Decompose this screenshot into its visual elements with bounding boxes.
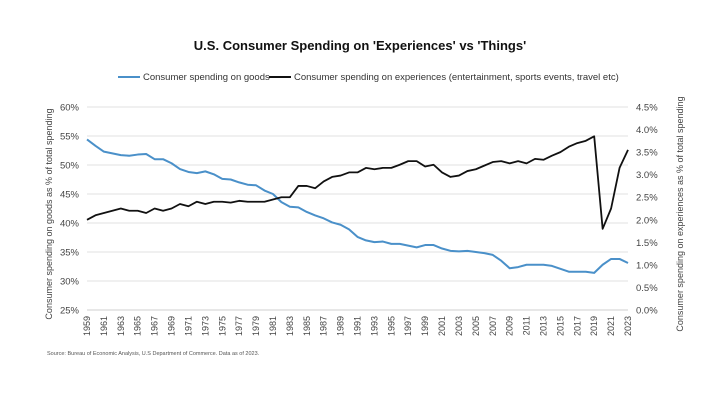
x-axis-ticks: 1959 1961 1963 1965 1967 1969 1971 1973 1975 1977… [82, 316, 633, 336]
x-tick-label: 1967 [150, 316, 160, 336]
x-tick-label: 2001 [437, 316, 447, 336]
right-axis-ticks: 0.0% 0.5% 1.0% 1.5% 2.0% 2.5% 3.0% 3.5% 4.0% 4.5% [636, 103, 658, 317]
x-tick-label: 1991 [353, 316, 363, 336]
left-axis-ticks: 25% 30% 35% 40% 45% 50% 55% 60% [60, 103, 80, 317]
source-note: Source: Bureau of Economic Analysis, U.S… [47, 351, 260, 357]
right-tick-label: 1.0% [636, 260, 658, 271]
right-tick-label: 0.0% [636, 306, 658, 317]
left-tick-label: 25% [60, 306, 80, 317]
x-tick-label: 1977 [234, 316, 244, 336]
x-tick-label: 1975 [217, 316, 227, 336]
y-axis-label-right: Consumer spending on experiences as % of… [675, 96, 685, 331]
left-tick-label: 45% [60, 190, 80, 201]
left-tick-label: 35% [60, 248, 80, 259]
right-tick-label: 3.0% [636, 170, 658, 181]
gridlines [87, 106, 628, 282]
left-tick-label: 60% [60, 103, 80, 114]
right-tick-label: 1.5% [636, 238, 658, 249]
legend: Consumer spending on goods Consumer spen… [118, 72, 619, 83]
x-tick-label: 2009 [505, 316, 515, 336]
legend-label-experiences: Consumer spending on experiences (entert… [294, 72, 619, 83]
x-tick-label: 1995 [386, 316, 396, 336]
series-line-experiences [86, 135, 629, 230]
left-tick-label: 55% [60, 132, 80, 143]
x-tick-label: 2017 [572, 316, 582, 336]
x-tick-label: 1963 [116, 316, 126, 336]
x-tick-label: 1999 [420, 316, 430, 336]
x-tick-label: 1985 [302, 316, 312, 336]
series-line-goods [86, 138, 629, 274]
x-tick-label: 2023 [623, 316, 633, 336]
left-tick-label: 40% [60, 219, 80, 230]
x-tick-label: 1979 [251, 316, 261, 336]
right-tick-label: 4.5% [636, 103, 658, 114]
x-tick-label: 1997 [403, 316, 413, 336]
x-tick-label: 1971 [183, 316, 193, 336]
x-tick-label: 1973 [200, 316, 210, 336]
x-tick-label: 1969 [167, 316, 177, 336]
x-tick-label: 2007 [488, 316, 498, 336]
y-axis-label-left: Consumer spending on goods as % of total… [44, 108, 54, 319]
series-layer [86, 135, 629, 274]
right-tick-label: 2.5% [636, 193, 658, 204]
right-tick-label: 0.5% [636, 283, 658, 294]
left-tick-label: 30% [60, 277, 80, 288]
x-tick-label: 1987 [319, 316, 329, 336]
left-tick-label: 50% [60, 161, 80, 172]
x-tick-label: 2021 [606, 316, 616, 336]
chart-title: U.S. Consumer Spending on 'Experiences' … [194, 38, 526, 53]
x-tick-label: 2003 [454, 316, 464, 336]
right-tick-label: 3.5% [636, 148, 658, 159]
legend-label-goods: Consumer spending on goods [143, 72, 270, 83]
x-tick-label: 1989 [336, 316, 346, 336]
x-tick-label: 1961 [99, 316, 109, 336]
x-tick-label: 2015 [555, 316, 565, 336]
x-tick-label: 2019 [589, 316, 599, 336]
x-tick-label: 1981 [268, 316, 278, 336]
x-tick-label: 2013 [538, 316, 548, 336]
right-tick-label: 2.0% [636, 215, 658, 226]
x-tick-label: 2005 [471, 316, 481, 336]
x-tick-label: 1983 [285, 316, 295, 336]
x-tick-label: 2011 [522, 316, 532, 335]
x-tick-label: 1965 [133, 316, 143, 336]
x-tick-label: 1993 [369, 316, 379, 336]
right-tick-label: 4.0% [636, 125, 658, 136]
x-tick-label: 1959 [82, 316, 92, 336]
